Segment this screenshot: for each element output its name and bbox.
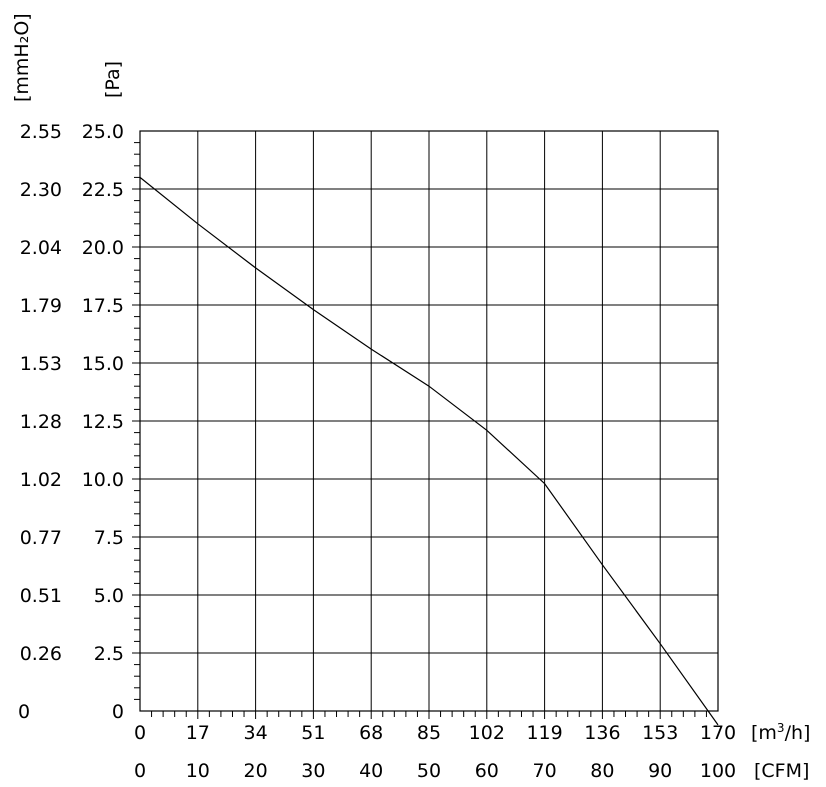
y-axis-mmh2o-tick-labels: 0 0.26 0.51 0.77 1.02 1.28 1.53 1.79 2.04 2.30 2.5…: [18, 121, 62, 723]
x-tick-label-m3h: 51: [301, 722, 325, 744]
plot-frame: [139, 130, 719, 712]
grid: [140, 131, 718, 711]
y-tick-label-mmh2o: 2.04: [20, 237, 62, 259]
x-tick-label-m3h: 17: [186, 722, 210, 744]
y-axis-pa-tick-labels: 0 2.5 5.0 7.5 10.0 12.5 15.0 17.5 20.0 22.5 25.0: [82, 121, 124, 723]
pressure-flow-curve: [139, 176, 719, 726]
y-tick-label-pa: 0: [112, 701, 124, 723]
y-tick-label-pa: 5.0: [94, 585, 124, 607]
x-tick-label-cfm: 40: [359, 760, 383, 782]
x-tick-label-cfm: 80: [590, 760, 614, 782]
y-tick-label-mmh2o: 1.53: [20, 353, 62, 375]
y-tick-label-pa: 10.0: [82, 469, 124, 491]
y-tick-label-mmh2o: 0.26: [20, 643, 62, 665]
y-tick-label-mmh2o: 0.51: [20, 585, 62, 607]
y-tick-label-pa: 17.5: [82, 295, 124, 317]
y-tick-label-mmh2o: 0: [18, 701, 30, 723]
y-tick-label-mmh2o: 2.55: [20, 121, 62, 143]
x-tick-label-cfm: 20: [244, 760, 268, 782]
x-tick-label-m3h: 153: [642, 722, 678, 744]
y-axis-mmh2o-unit: [mmH₂O]: [11, 13, 33, 102]
x-tick-label-m3h: 170: [700, 722, 736, 744]
y-tick-label-pa: 20.0: [82, 237, 124, 259]
x-tick-label-cfm: 0: [134, 760, 146, 782]
y-tick-label-mmh2o: 1.02: [20, 469, 62, 491]
y-tick-label-mmh2o: 1.28: [20, 411, 62, 433]
x-tick-label-m3h: 34: [244, 722, 268, 744]
x-axis-m3h-unit: [m3/h]: [751, 721, 810, 744]
minor-ticks: [132, 142, 707, 719]
y-tick-label-mmh2o: 1.79: [20, 295, 62, 317]
y-tick-label-pa: 25.0: [82, 121, 124, 143]
x-tick-label-cfm: 30: [301, 760, 325, 782]
x-axis-m3h-tick-labels: 0 17 34 51 68 85 102 119 136 153 170: [134, 722, 736, 744]
x-tick-label-cfm: 50: [417, 760, 441, 782]
x-axis-cfm-tick-labels: 0 10 20 30 40 50 60 70 80 90 100: [134, 760, 736, 782]
x-tick-label-m3h: 68: [359, 722, 383, 744]
x-tick-label-m3h: 85: [417, 722, 441, 744]
x-axis-cfm-unit: [CFM]: [754, 760, 809, 782]
x-tick-label-cfm: 100: [700, 760, 736, 782]
y-axis-pa-unit: [Pa]: [102, 61, 124, 98]
x-tick-label-m3h: 102: [469, 722, 505, 744]
y-tick-label-pa: 12.5: [82, 411, 124, 433]
y-tick-label-pa: 15.0: [82, 353, 124, 375]
x-tick-label-m3h: 136: [584, 722, 620, 744]
x-tick-label-cfm: 70: [533, 760, 557, 782]
x-tick-label-m3h: 119: [526, 722, 562, 744]
x-tick-label-cfm: 60: [475, 760, 499, 782]
y-tick-label-pa: 7.5: [94, 527, 124, 549]
x-tick-label-cfm: 90: [648, 760, 672, 782]
y-tick-label-mmh2o: 0.77: [20, 527, 62, 549]
y-tick-label-pa: 2.5: [94, 643, 124, 665]
x-tick-label-cfm: 10: [186, 760, 210, 782]
y-tick-label-mmh2o: 2.30: [20, 179, 62, 201]
x-tick-label-m3h: 0: [134, 722, 146, 744]
y-tick-label-pa: 22.5: [82, 179, 124, 201]
